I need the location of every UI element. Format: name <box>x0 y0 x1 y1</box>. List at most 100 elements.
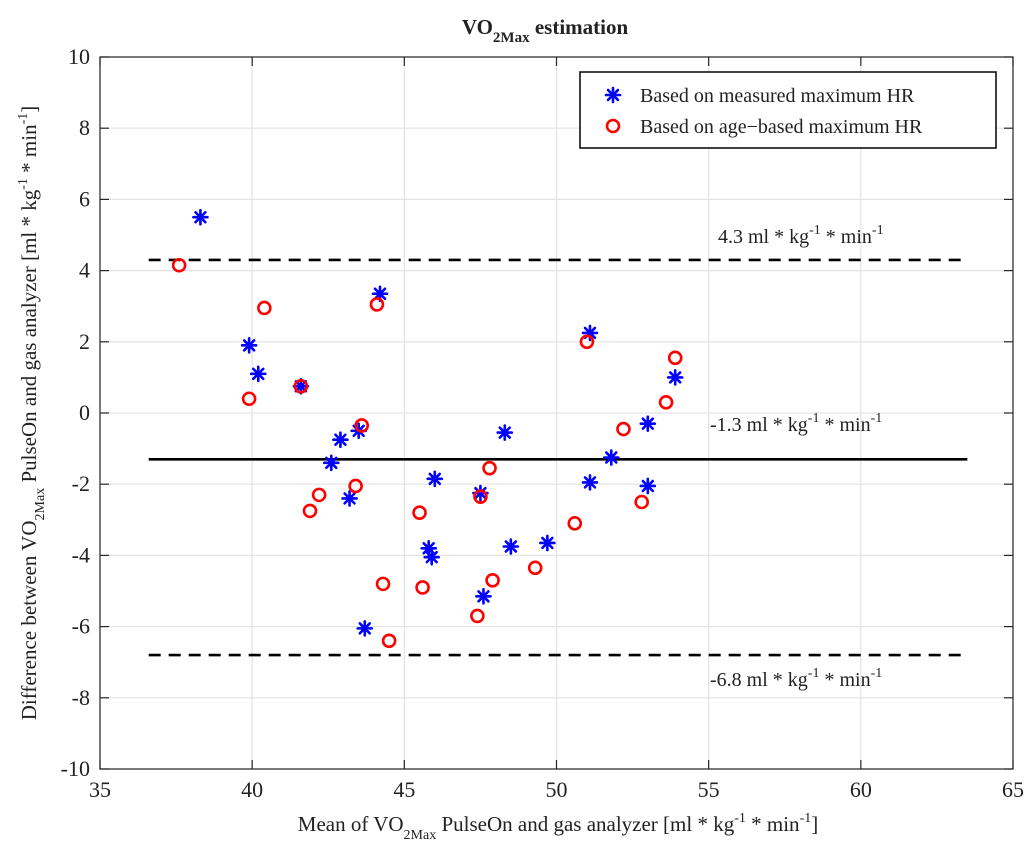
asterisk-stroke <box>668 371 682 384</box>
asterisk-stroke <box>605 451 618 464</box>
asterisk-stroke <box>606 88 620 102</box>
data-point-asterisk <box>496 424 514 441</box>
x-axis-label-mid: PulseOn and gas analyzer [ml * kg <box>436 812 735 836</box>
asterisk-stroke <box>641 417 655 430</box>
data-point-circle <box>482 460 497 476</box>
y-axis-label-pre: Difference between VO <box>17 520 41 720</box>
data-point-asterisk <box>602 449 620 466</box>
asterisk-stroke <box>334 433 347 446</box>
upper-limit-label-mid: * min <box>821 226 872 248</box>
x-axis-label-sup2: -1 <box>800 811 812 826</box>
data-point-circle <box>257 300 272 316</box>
data-point-circle <box>375 576 391 592</box>
lower-limit-label: -6.8 ml * kg-1 * min-1 <box>710 666 882 691</box>
asterisk-stroke <box>358 622 372 635</box>
x-axis-label-pre: Mean of VO <box>298 812 404 836</box>
y-axis-label-mid: PulseOn and gas analyzer [ml * kg <box>17 189 41 488</box>
y-tick-label: -8 <box>72 685 90 710</box>
x-tick-label: 45 <box>393 777 415 802</box>
data-point-circle <box>302 503 318 519</box>
asterisk-stroke <box>504 540 518 553</box>
y-tick-label: 10 <box>68 44 90 69</box>
asterisk-stroke <box>474 486 487 500</box>
y-axis-label-sup1: -1 <box>16 178 31 190</box>
x-axis-label-mid2: * min <box>746 812 800 836</box>
data-point-circle <box>348 478 363 494</box>
data-point-asterisk <box>356 620 374 637</box>
asterisk-stroke <box>194 210 207 224</box>
y-tick-label: -4 <box>72 542 90 567</box>
asterisk-stroke <box>425 550 438 564</box>
lower-limit-label-mid: * min <box>819 669 870 691</box>
mean-difference-label-mid: * min <box>819 414 870 436</box>
asterisk-stroke <box>422 542 435 555</box>
tick-labels: 35 40 45 50 55 60 65 10 8 6 4 2 0 -2 -4 -6 -8 -10 <box>61 44 1024 802</box>
data-point-asterisk <box>581 474 599 491</box>
asterisk-stroke <box>252 367 265 381</box>
data-point-circle <box>658 395 674 410</box>
mean-difference-label-text: -1.3 ml * kg <box>710 414 808 436</box>
tick-marks <box>99 56 1014 770</box>
upper-limit-label-sup1: -1 <box>809 223 821 238</box>
data-point-circle <box>311 487 327 503</box>
data-point-circle <box>293 378 309 394</box>
asterisk-stroke <box>428 472 442 486</box>
data-points <box>171 208 684 649</box>
data-point-circle <box>470 608 485 624</box>
data-point-circle <box>412 505 427 520</box>
asterisk-stroke <box>583 476 597 489</box>
data-point-circle <box>473 489 488 504</box>
y-axis-label-mid2: * min <box>17 124 41 178</box>
y-axis-label-post: ] <box>17 106 41 113</box>
x-tick-label: 35 <box>89 777 111 802</box>
y-tick-label: -2 <box>72 471 90 496</box>
data-point-circle <box>667 350 683 366</box>
data-point-circle <box>616 421 631 437</box>
mean-difference-label-sup2: -1 <box>871 411 883 426</box>
asterisk-stroke <box>343 492 356 505</box>
x-axis-label-sub: 2Max <box>404 828 437 843</box>
chart-title-main: VO <box>462 15 493 39</box>
data-point-asterisk <box>639 415 657 432</box>
chart-title-rest: estimation <box>530 15 629 39</box>
data-point-circle <box>527 560 543 576</box>
y-tick-label: 8 <box>79 115 90 140</box>
y-tick-label: 4 <box>79 258 90 283</box>
data-point-circle <box>369 297 385 312</box>
y-axis-label: Difference between VO2Max PulseOn and ga… <box>16 106 48 721</box>
y-tick-label: -10 <box>61 756 90 781</box>
asterisk-stroke <box>641 479 655 493</box>
data-point-asterisk <box>639 477 657 495</box>
data-point-circle <box>171 257 187 273</box>
y-tick-label: -6 <box>72 614 90 639</box>
data-point-circle <box>415 580 430 595</box>
legend-box <box>579 71 997 149</box>
data-point-circle <box>354 418 370 433</box>
legend-marker-circle-icon <box>605 118 621 134</box>
series-age-based-max-hr <box>171 257 683 649</box>
x-tick-label: 60 <box>850 777 872 802</box>
data-point-asterisk <box>240 337 258 354</box>
series-measured-max-hr <box>192 208 684 637</box>
data-point-circle <box>241 391 257 407</box>
data-point-circle <box>381 633 397 649</box>
data-point-asterisk <box>426 470 444 488</box>
asterisk-stroke <box>373 287 387 300</box>
lower-limit-label-sup2: -1 <box>871 666 883 681</box>
x-axis-label-sup1: -1 <box>734 811 746 826</box>
data-point-asterisk <box>475 588 492 605</box>
asterisk-stroke <box>498 426 512 439</box>
data-point-circle <box>567 516 583 531</box>
data-point-asterisk <box>423 548 441 566</box>
mean-difference-label: -1.3 ml * kg-1 * min-1 <box>710 411 882 436</box>
data-point-circle <box>485 573 500 588</box>
legend: Based on measured maximum HR Based on ag… <box>579 71 997 149</box>
x-tick-label: 50 <box>546 777 568 802</box>
data-point-asterisk <box>249 365 267 383</box>
lower-limit-label-sup1: -1 <box>808 666 820 681</box>
y-axis-label-sup2: -1 <box>16 113 31 125</box>
data-point-asterisk <box>192 208 209 226</box>
y-axis-label-sub: 2Max <box>33 488 48 521</box>
